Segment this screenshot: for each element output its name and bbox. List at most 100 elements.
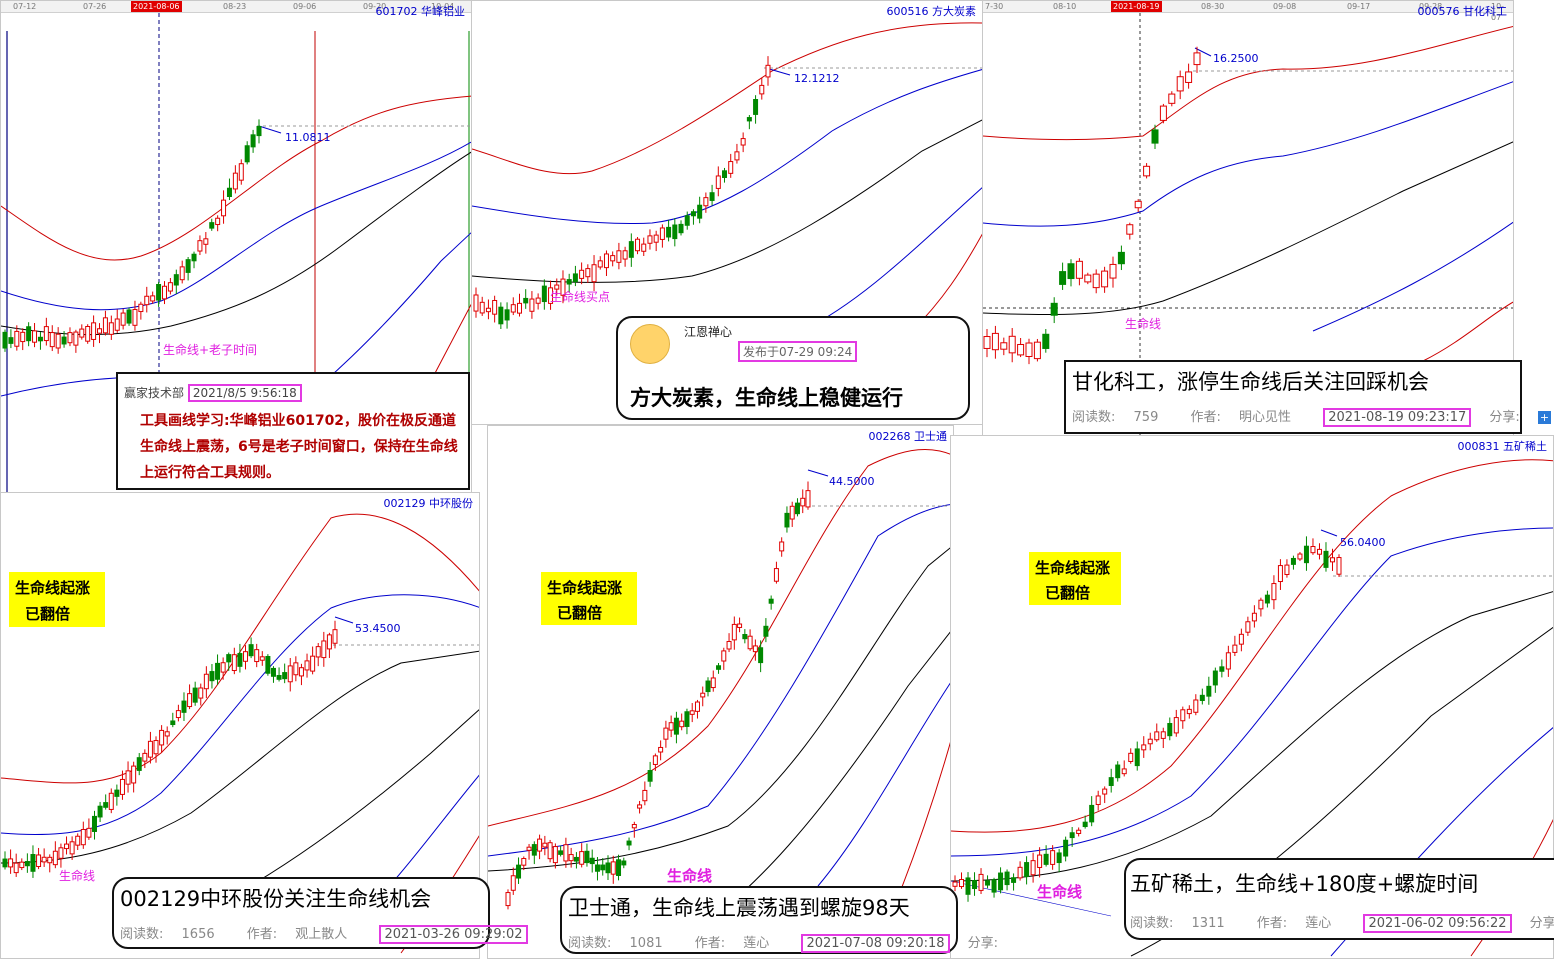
candle-down [256,126,262,137]
post-card-601702[interactable]: 赢家技术部 2021/8/5 9:56:18 工具画线学习:华峰铝业601702… [116,372,470,490]
candle-down [1082,821,1088,828]
candle-up [69,841,75,855]
candle-down [584,850,590,864]
post-card-000831[interactable]: 五矿稀土，生命线+180度+螺旋时间 阅读数: 1311 作者: 莲心 2021… [1124,858,1554,940]
post-title: 卫士通，生命线上震荡遇到螺旋98天 [568,896,910,920]
candle-up [167,282,173,292]
author: 作者: 明心见性 [1190,410,1292,425]
candle-up [1176,76,1184,92]
candle-up [304,660,310,671]
candle-down [1134,748,1140,767]
candle-down [531,844,537,856]
candle-up [1329,557,1335,563]
candle-down [1199,694,1205,701]
date-tick: 09-08 [1273,2,1297,11]
candle-up [1109,263,1117,279]
candle-up [1095,795,1101,805]
candle-up [232,172,238,190]
candle-down [103,802,109,808]
date-tick: 08-23 [223,2,247,11]
share-plus-icon[interactable]: + [1537,411,1551,424]
candle-up [231,654,237,672]
date-tick-highlight: 2021-08-06 [131,1,182,12]
candle-down [621,860,627,866]
candle-up [473,294,479,312]
candle-up [108,792,114,810]
post-card-002268[interactable]: 卫士通，生命线上震荡遇到螺旋98天 阅读数: 1081 作者: 莲心 2021-… [560,886,998,954]
candle-up [41,856,47,863]
ticker-label: 000576 甘化科工 [1417,5,1508,18]
candle-up [603,253,609,269]
candle-up [637,804,643,809]
candle-down [181,700,187,713]
candle-down [768,598,774,604]
post-meta: 阅读数: 1081 作者: 莲心 2021-07-08 09:20:18 分享: [568,932,1012,953]
candle-up [20,331,26,343]
candle-down [709,192,715,201]
post-time: 2021/8/5 9:56:18 [187,384,302,402]
candle-up [1076,829,1082,834]
candle-down [523,297,529,304]
candle-down [626,840,632,846]
candle-down [185,259,191,273]
candles [983,46,1201,365]
candle-down [1303,545,1309,564]
candle-down [276,675,282,680]
candle-down [1290,557,1296,565]
share-label: 分享: [967,936,999,951]
candle-up [659,227,665,240]
candle-down [1050,302,1058,316]
candle-down [1206,685,1212,697]
candle-up [97,328,103,334]
candle-up [79,328,85,338]
date-tick: 09-17 [1347,2,1371,11]
peak-label: 53.4500 [355,622,401,635]
candlestick-chart [1,13,471,494]
candle-down [191,253,197,262]
read-count: 阅读数: 1656 [120,927,215,942]
candle-up [1271,583,1277,601]
post-title: 甘化科工，涨停生命线后关注回踩机会 [1072,370,1429,394]
candle-up [805,490,811,508]
date-tick-highlight: 2021-08-19 [1111,1,1162,12]
date-tick: 7-30 [985,2,1004,11]
post-time: 2021-07-08 09:20:18 [801,934,950,953]
post-card-600516[interactable]: 江恩禅心 发布于07-29 09:24 方大炭素，生命线上稳健运行 [616,316,970,420]
date-tick: 08-30 [1201,2,1225,11]
life-line-label: 生命线 [1125,317,1162,331]
candlestick-chart [488,448,953,947]
candle-up [542,842,548,848]
candle-down [1167,723,1173,737]
post-meta: 阅读数: 1656 作者: 观上散人 2021-03-26 09:29:02 [120,923,542,944]
candle-up [1225,652,1231,670]
candle-up [1033,341,1041,360]
candle-up [19,861,25,869]
candle-up [1121,768,1127,775]
candle-up [616,250,622,263]
candle-down [30,854,36,872]
candle-up [1277,565,1283,583]
candle-down [2,331,8,349]
read-count: 阅读数: 1311 [1130,916,1225,931]
candle-up [1238,633,1244,645]
candle-down [572,273,578,283]
candle-up [221,199,227,217]
candle-down [794,502,800,515]
candle-up [983,336,991,349]
candle-down [965,877,971,895]
post-card-000576[interactable]: 甘化科工，涨停生命线后关注回踩机会 阅读数: 759 作者: 明心见性 2021… [1064,360,1551,434]
post-card-002129[interactable]: 002129中环股份关注生命线机会 阅读数: 1656 作者: 观上散人 202… [112,877,528,949]
date-tick: 07-26 [83,2,107,11]
candle-down [697,204,703,219]
candle-up [579,269,585,279]
candle-up [80,828,86,846]
life-line-label: 生命线 [667,867,713,885]
candle-down [8,337,14,344]
candle-up [1000,342,1008,350]
candle-up [119,778,125,795]
date-axis: 07-12 07-26 2021-08-06 08-23 09-06 09-20… [1,1,471,13]
note-line: 生命线起涨 [15,579,91,597]
candle-up [43,326,49,342]
candle-up [492,299,498,315]
candle-up [55,333,61,349]
